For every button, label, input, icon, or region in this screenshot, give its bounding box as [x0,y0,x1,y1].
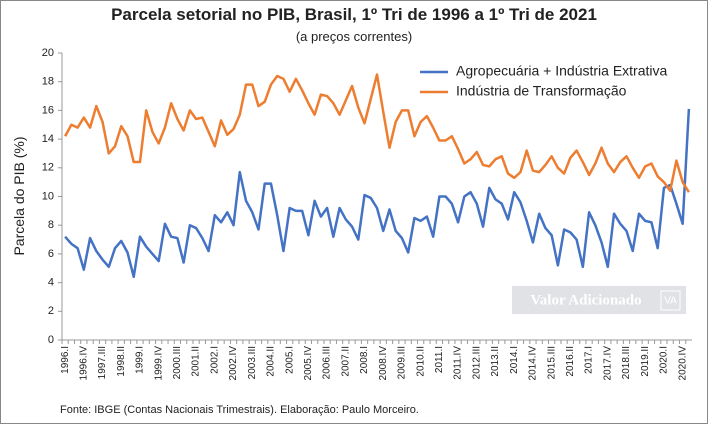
y-tick-label: 14 [42,133,54,145]
legend-label: Indústria de Transformação [456,83,627,99]
x-tick-label: 2018.III [621,346,632,379]
x-tick-label: 2008.I [359,346,370,374]
x-tick-label: 2001.II [191,346,202,377]
x-tick-label: 2020.IV [677,346,688,381]
y-tick-label: 4 [48,277,54,289]
x-tick-label: 2014.IV [528,346,539,381]
y-tick-label: 18 [42,76,54,88]
watermark-box [512,286,686,314]
y-tick-label: 16 [42,104,54,116]
watermark-logo: VA [664,296,677,307]
watermark-text: Valor Adicionado [530,292,641,308]
x-tick-label: 2002.I [209,346,220,374]
x-tick-label: 1996.IV [78,346,89,381]
x-tick-label: 2009.III [397,346,408,379]
y-tick-label: 2 [48,305,54,317]
x-tick-label: 2011.IV [453,346,464,380]
x-tick-label: 2002.IV [228,346,239,381]
x-tick-label: 2015.III [546,346,557,379]
x-tick-label: 2006.III [322,346,333,379]
series-line [64,108,691,279]
x-tick-label: 2020.I [659,346,670,374]
x-tick-label: 2010.II [415,346,426,377]
y-axis-label: Parcela do PIB (%) [11,136,27,255]
y-tick-label: 10 [42,190,54,202]
x-tick-label: 2007.II [340,346,351,377]
x-tick-label: 2017.I [584,346,595,374]
chart-subtitle: (a preços correntes) [296,29,412,44]
y-tick-label: 20 [42,47,54,59]
watermark: Valor Adicionado VA [512,286,686,314]
x-tick-label: 2003.III [247,346,258,379]
x-tick-label: 1999.IV [153,346,164,381]
x-tick-label: 2000.III [172,346,183,379]
chart-title: Parcela setorial no PIB, Brasil, 1º Tri … [111,5,597,24]
x-tick-label: 2004.II [266,346,277,377]
y-tick-label: 6 [48,248,54,260]
y-tick-label: 8 [48,219,54,231]
series-line [64,73,690,193]
x-tick-label: 1998.II [116,346,127,377]
legend-label: Agropecuária + Indústria Extrativa [456,63,667,79]
x-tick-label: 1997.III [97,346,108,379]
x-tick-label: 2019.II [640,346,651,377]
x-tick-label: 2012.III [471,346,482,379]
x-tick-label: 2014.I [509,346,520,374]
source-note: Fonte: IBGE (Contas Nacionais Trimestrai… [60,404,419,416]
x-tick-label: 2017.IV [602,346,613,381]
y-tick-label: 12 [42,162,54,174]
y-tick-label: 0 [48,334,54,346]
x-tick-label: 2011.I [434,346,445,373]
x-tick-label: 2013.II [490,346,501,377]
x-tick-label: 2005.I [284,346,295,374]
watermark-logo-box [660,290,681,311]
x-tick-label: 1999.I [135,346,146,374]
x-tick-label: 2008.IV [378,346,389,381]
x-tick-label: 2016.II [565,346,576,377]
x-tick-label: 1996.I [60,346,71,374]
x-tick-label: 2005.IV [303,346,314,381]
